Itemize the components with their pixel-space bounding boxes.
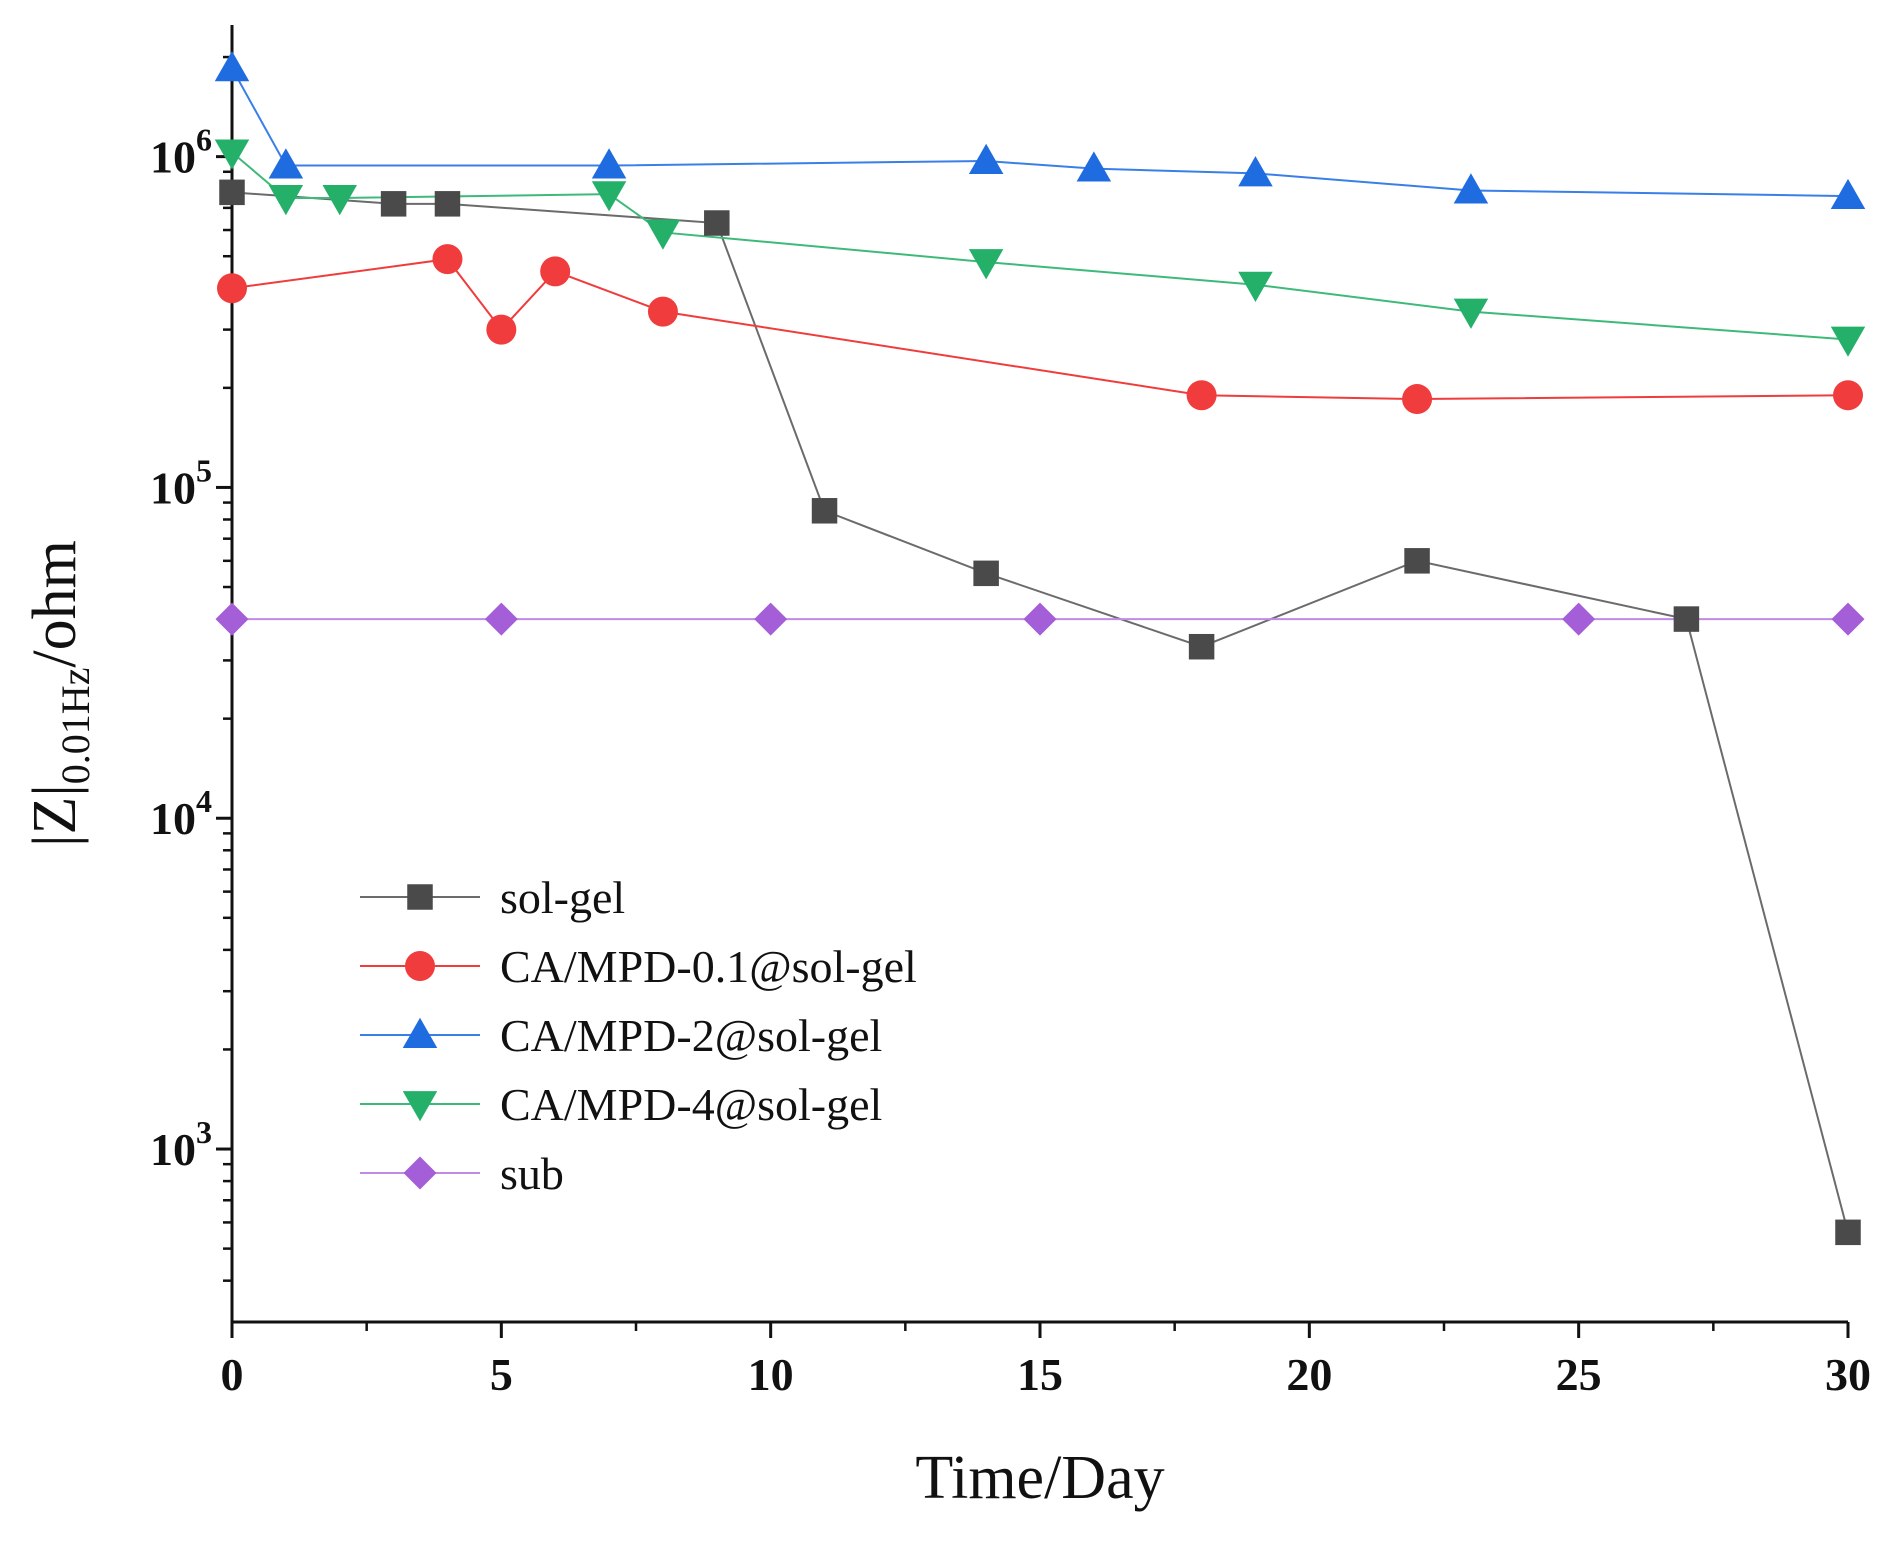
data-point	[1023, 602, 1057, 636]
legend-marker	[405, 951, 435, 981]
axis-titles: Time/Day |Z|0.01Hz/ohm	[21, 540, 1165, 1512]
x-axis-title: Time/Day	[915, 1444, 1164, 1512]
series-line	[231, 67, 1849, 198]
data-point	[973, 560, 999, 587]
y-tick-label: 103	[150, 1114, 212, 1175]
data-point	[214, 51, 250, 82]
data-point	[268, 185, 304, 216]
x-tick-label: 5	[490, 1349, 513, 1400]
y-axis-title: |Z|0.01Hz/ohm	[21, 540, 98, 847]
data-point	[1186, 380, 1217, 411]
data-point	[1453, 298, 1489, 329]
data-point	[1835, 1219, 1861, 1246]
data-point	[968, 143, 1004, 174]
legend-entry: sub	[360, 1148, 564, 1199]
data-point	[1188, 633, 1215, 660]
data-point	[1238, 156, 1273, 187]
y-tick-label: 104	[150, 783, 212, 844]
data-point	[1673, 606, 1700, 632]
y-tick-label: 106	[150, 122, 212, 183]
data-point	[434, 191, 461, 217]
legend-entry: sol-gel	[360, 872, 625, 923]
data-point	[591, 148, 627, 179]
data-point	[380, 191, 407, 217]
y-axis-title-subscript: 0.01Hz	[53, 668, 98, 785]
axes: 0 5 10 15 20 25 30 103 104 105 106	[150, 25, 1871, 1400]
legend-marker	[402, 1091, 438, 1122]
y-tick-label: 105	[150, 452, 212, 513]
legend-entry: CA/MPD-4@sol-gel	[360, 1079, 882, 1130]
y-axis-title-main: |Z|	[21, 784, 89, 847]
data-point	[811, 498, 838, 524]
legend-entry: CA/MPD-2@sol-gel	[360, 1010, 882, 1061]
legend-label: CA/MPD-0.1@sol-gel	[500, 941, 917, 992]
plot-series	[214, 51, 1866, 1246]
series-markers-2	[214, 51, 1866, 210]
series-line	[231, 191, 1849, 1233]
legend-marker	[402, 1017, 438, 1048]
x-tick-label: 15	[1017, 1349, 1063, 1400]
data-point	[1830, 326, 1866, 357]
data-point	[1238, 271, 1273, 302]
data-point	[215, 602, 249, 636]
x-tick-label: 10	[748, 1349, 794, 1400]
legend-label: sol-gel	[500, 872, 625, 923]
legend-label: sub	[500, 1148, 564, 1199]
data-point	[214, 139, 250, 170]
data-point	[1076, 151, 1112, 182]
data-point	[968, 249, 1004, 280]
x-tick-label: 0	[221, 1349, 244, 1400]
legend-marker	[403, 1156, 437, 1190]
data-point	[591, 181, 627, 212]
data-point	[540, 256, 571, 287]
series-0	[231, 191, 1849, 1233]
x-tick-label: 25	[1556, 1349, 1602, 1400]
data-point	[484, 602, 518, 636]
data-point	[219, 179, 245, 206]
y-axis-title-unit: /ohm	[21, 540, 89, 667]
data-point	[645, 219, 681, 250]
series-markers-3	[214, 139, 1866, 357]
series-markers-0	[219, 179, 1861, 1246]
x-tick-label: 20	[1286, 1349, 1332, 1400]
data-point	[1453, 173, 1489, 204]
series-1	[231, 258, 1849, 401]
legend: sol-gel CA/MPD-0.1@sol-gel CA/MPD-2@sol-ge…	[360, 872, 917, 1199]
legend-label: CA/MPD-2@sol-gel	[500, 1010, 882, 1061]
series-markers-1	[217, 244, 1863, 415]
series-line	[231, 151, 1849, 341]
series-2	[231, 67, 1849, 198]
data-point	[1562, 602, 1596, 636]
series-3	[231, 151, 1849, 341]
data-point	[1404, 548, 1430, 574]
x-tick-label: 30	[1825, 1349, 1871, 1400]
data-point	[268, 148, 304, 179]
data-point	[1833, 380, 1863, 411]
data-point	[432, 244, 463, 275]
data-point	[217, 273, 247, 304]
series-markers-4	[215, 602, 1865, 636]
legend-entry: CA/MPD-0.1@sol-gel	[360, 941, 917, 992]
data-point	[1831, 602, 1865, 636]
data-point	[322, 185, 357, 216]
legend-label: CA/MPD-4@sol-gel	[500, 1079, 882, 1130]
data-point	[1830, 178, 1866, 210]
data-point	[704, 210, 730, 236]
legend-marker	[407, 884, 433, 910]
data-point	[754, 602, 788, 636]
data-point	[1402, 384, 1433, 415]
series-line	[231, 258, 1849, 401]
data-point	[647, 296, 678, 327]
data-point	[486, 314, 517, 345]
